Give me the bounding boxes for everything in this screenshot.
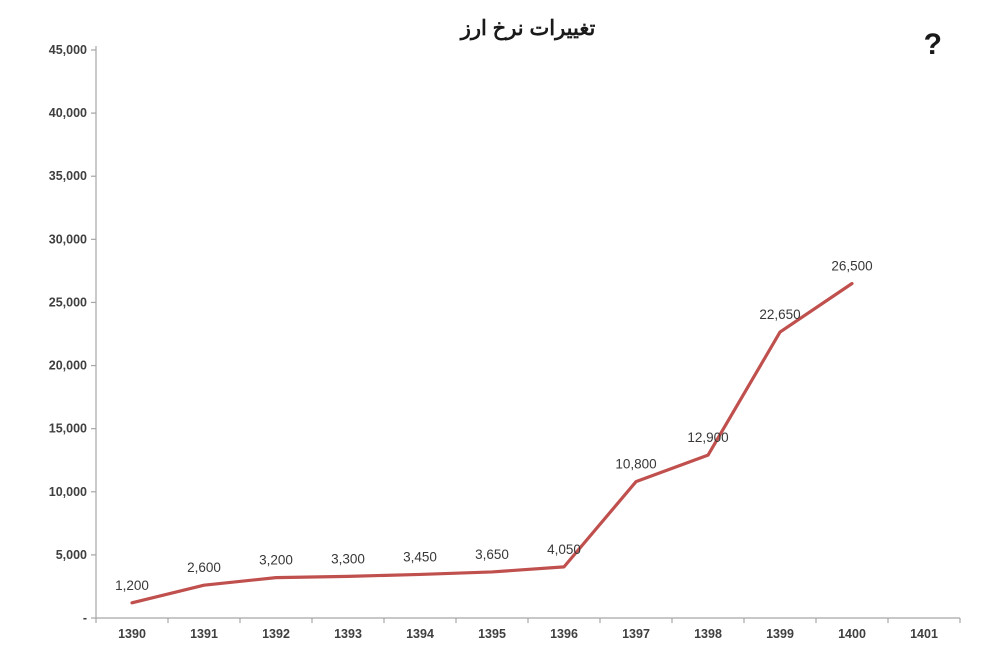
x-axis-tick-label: 1393 <box>334 627 362 641</box>
data-label: 26,500 <box>831 259 872 274</box>
data-label: 3,650 <box>475 547 509 562</box>
x-axis-tick-label: 1390 <box>118 627 146 641</box>
chart-title: تغییرات نرخ ارز <box>460 17 596 40</box>
data-label: 1,200 <box>115 578 149 593</box>
x-axis-tick-label: 1396 <box>550 627 578 641</box>
corner-question-mark: ? <box>923 28 942 61</box>
data-label: 3,450 <box>403 549 437 564</box>
y-axis-tick-label: 5,000 <box>56 548 87 562</box>
x-axis-tick-label: 1397 <box>622 627 650 641</box>
y-axis-tick-label: 25,000 <box>49 295 87 309</box>
data-label: 10,800 <box>615 457 656 472</box>
data-label: 4,050 <box>547 542 581 557</box>
data-label: 3,200 <box>259 553 293 568</box>
y-axis-tick-label: 30,000 <box>49 232 87 246</box>
y-axis-tick-label: 15,000 <box>49 422 87 436</box>
x-axis-tick-label: 1401 <box>910 627 938 641</box>
y-axis-tick-label: 10,000 <box>49 485 87 499</box>
x-axis-tick-label: 1398 <box>694 627 722 641</box>
y-axis-tick-label: 45,000 <box>49 43 87 57</box>
y-axis-tick-label: 40,000 <box>49 106 87 120</box>
data-label: 22,650 <box>759 307 800 322</box>
x-axis-tick-label: 1399 <box>766 627 794 641</box>
y-axis-tick-label: - <box>83 611 87 625</box>
x-axis-tick-label: 1395 <box>478 627 506 641</box>
x-axis-tick-label: 1391 <box>190 627 218 641</box>
y-axis-tick-label: 35,000 <box>49 169 87 183</box>
y-axis-tick-label: 20,000 <box>49 359 87 373</box>
x-axis-tick-label: 1400 <box>838 627 866 641</box>
data-label: 3,300 <box>331 551 365 566</box>
data-label: 2,600 <box>187 560 221 575</box>
x-axis-tick-label: 1394 <box>406 627 434 641</box>
x-axis-tick-label: 1392 <box>262 627 290 641</box>
series-line <box>130 281 854 605</box>
data-label: 12,900 <box>687 430 728 445</box>
